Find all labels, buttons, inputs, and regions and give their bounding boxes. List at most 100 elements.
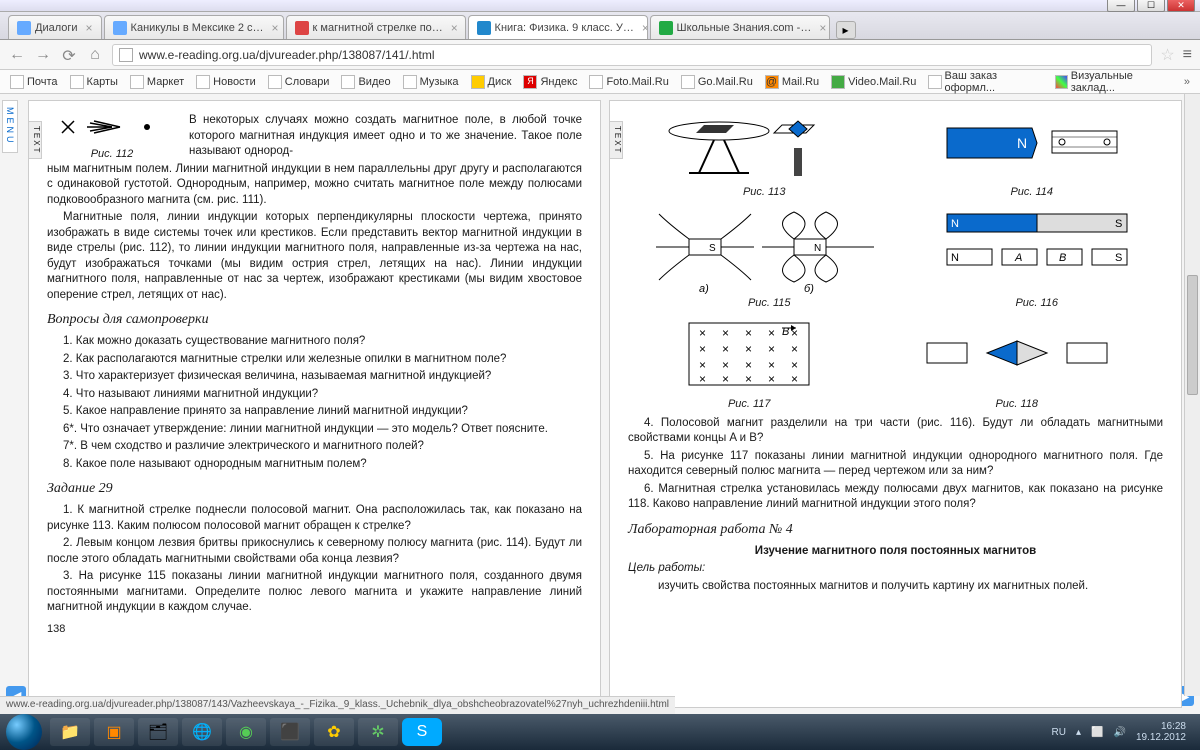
taskbar-chrome-icon[interactable]: 🌐 xyxy=(182,718,222,746)
reload-button[interactable]: ⟳ xyxy=(60,46,78,64)
taskbar-app-icon[interactable]: ◉ xyxy=(226,718,266,746)
taskbar-app-icon[interactable]: ▣ xyxy=(94,718,134,746)
tray-clock[interactable]: 16:28 19.12.2012 xyxy=(1136,721,1186,743)
bookmark-icon xyxy=(196,75,210,89)
bookmark-item[interactable]: Новости xyxy=(196,75,256,89)
scrollbar-thumb[interactable] xyxy=(1187,275,1198,395)
home-button[interactable]: ⌂ xyxy=(86,46,104,64)
svg-text:×: × xyxy=(699,358,706,372)
bookmark-item[interactable]: Словари xyxy=(268,75,330,89)
bookmark-item[interactable]: Foto.Mail.Ru xyxy=(589,75,668,89)
bookmark-icon xyxy=(130,75,144,89)
bookmark-item[interactable]: Ваш заказ оформл... xyxy=(928,70,1042,94)
figure-label: Рис. 115 xyxy=(654,296,884,311)
bookmark-star-icon[interactable]: ☆ xyxy=(1160,45,1174,65)
new-tab-button[interactable]: ▸ xyxy=(836,21,856,39)
svg-text:N: N xyxy=(1017,135,1027,151)
section-heading: Лабораторная работа № 4 xyxy=(628,521,1163,540)
figure-117-icon: ×××× ××××× ××××× ××××× B× xyxy=(674,315,824,395)
taskbar-skype-icon[interactable]: S xyxy=(402,718,442,746)
svg-text:N: N xyxy=(814,243,821,254)
paragraph: ным магнитным полем. Линии магнитной инд… xyxy=(47,162,582,209)
start-button[interactable] xyxy=(6,714,42,750)
bookmark-item[interactable]: Карты xyxy=(70,75,118,89)
text-tab[interactable]: TEXT xyxy=(28,121,42,159)
svg-text:×: × xyxy=(699,342,706,356)
bookmark-icon xyxy=(471,75,485,89)
tab-close-icon[interactable]: × xyxy=(642,21,648,35)
lab-title: Изучение магнитного поля постоянных магн… xyxy=(628,544,1163,560)
bookmark-icon xyxy=(1055,75,1068,89)
favicon xyxy=(113,21,127,35)
question-item: 4. Что называют линиями магнитной индукц… xyxy=(47,387,582,403)
bookmark-bar: Почта Карты Маркет Новости Словари Видео… xyxy=(0,70,1200,94)
browser-tab[interactable]: Диалоги× xyxy=(8,15,102,39)
browser-tab[interactable]: Школьные Знания.com -…× xyxy=(650,15,830,39)
svg-text:×: × xyxy=(745,358,752,372)
favicon xyxy=(477,21,491,35)
tray-volume-icon[interactable]: 🔊 xyxy=(1113,727,1125,738)
url-text: www.e-reading.org.ua/djvureader.php/1380… xyxy=(139,48,435,62)
task-item: 3. На рисунке 115 показаны линии магнитн… xyxy=(47,569,582,616)
bookmark-icon xyxy=(341,75,355,89)
tab-strip: Диалоги× Каникулы в Мексике 2 с…× к магн… xyxy=(0,12,1200,40)
tab-close-icon[interactable]: × xyxy=(819,21,826,35)
figure-label: Рис. 113 xyxy=(664,185,864,200)
bookmark-item[interactable]: @Mail.Ru xyxy=(765,75,819,89)
bookmark-icon xyxy=(10,75,24,89)
page-number: 138 xyxy=(47,622,582,637)
taskbar-app-icon[interactable]: ⬛ xyxy=(270,718,310,746)
task-item: 1. К магнитной стрелке поднесли полосово… xyxy=(47,503,582,534)
goal-text: изучить свойства постоянных магнитов и п… xyxy=(658,579,1163,595)
tray-network-icon[interactable]: ⬜ xyxy=(1091,727,1103,738)
bookmark-item[interactable]: Маркет xyxy=(130,75,184,89)
bookmark-item[interactable]: Визуальные заклад... xyxy=(1055,70,1172,94)
svg-text:×: × xyxy=(791,358,798,372)
svg-text:×: × xyxy=(768,326,775,340)
chrome-menu-icon[interactable]: ≡ xyxy=(1183,46,1192,64)
figure-114-icon: N xyxy=(937,113,1127,183)
text-tab[interactable]: TEXT xyxy=(609,121,623,159)
minimize-button[interactable]: — xyxy=(1107,0,1135,12)
tab-close-icon[interactable]: × xyxy=(86,21,93,35)
svg-text:S: S xyxy=(1115,252,1122,264)
back-button[interactable]: ← xyxy=(8,46,26,64)
taskbar-app-icon[interactable]: 🗂 xyxy=(138,718,178,746)
forward-button[interactable]: → xyxy=(34,46,52,64)
maximize-button[interactable]: ☐ xyxy=(1137,0,1165,12)
bookmark-item[interactable]: Диск xyxy=(471,75,512,89)
question-item: 5. Какое направление принято за направле… xyxy=(47,404,582,420)
site-menu-tab[interactable]: MENU xyxy=(2,100,18,153)
browser-tab-active[interactable]: Книга: Физика. 9 класс. У…× xyxy=(468,15,648,39)
close-button[interactable]: ✕ xyxy=(1167,0,1195,12)
section-heading: Вопросы для самопроверки xyxy=(47,311,582,330)
figure-label: Рис. 112 xyxy=(47,147,177,162)
tray-lang[interactable]: RU xyxy=(1052,727,1066,738)
question-item: 1. Как можно доказать существование магн… xyxy=(47,334,582,350)
bookmark-item[interactable]: Музыка xyxy=(403,75,459,89)
bookmark-item[interactable]: ЯЯндекс xyxy=(523,75,577,89)
taskbar-app-icon[interactable]: ✲ xyxy=(358,718,398,746)
book-page-right: TEXT Рис. 113 xyxy=(609,100,1182,708)
bookmark-item[interactable]: Почта xyxy=(10,75,58,89)
tab-close-icon[interactable]: × xyxy=(272,21,279,35)
goal-label: Цель работы: xyxy=(628,561,1163,577)
bookmark-item[interactable]: Видео xyxy=(341,75,390,89)
vertical-scrollbar[interactable] xyxy=(1184,94,1200,696)
browser-tab[interactable]: к магнитной стрелке по…× xyxy=(286,15,466,39)
tray-flag-icon[interactable]: ▴ xyxy=(1076,727,1081,738)
address-bar[interactable]: www.e-reading.org.ua/djvureader.php/1380… xyxy=(112,44,1152,66)
question-item: 6*. Что означает утверждение: линии магн… xyxy=(47,422,582,438)
tab-close-icon[interactable]: × xyxy=(451,21,458,35)
svg-text:×: × xyxy=(791,342,798,356)
bookmark-item[interactable]: Video.Mail.Ru xyxy=(831,75,916,89)
bookmark-item[interactable]: Go.Mail.Ru xyxy=(681,75,753,89)
browser-toolbar: ← → ⟳ ⌂ www.e-reading.org.ua/djvureader.… xyxy=(0,40,1200,70)
taskbar-explorer-icon[interactable]: 📁 xyxy=(50,718,90,746)
bookmark-overflow[interactable]: » xyxy=(1184,76,1190,88)
bookmark-icon xyxy=(681,75,695,89)
bookmark-icon xyxy=(268,75,282,89)
taskbar-app-icon[interactable]: ✿ xyxy=(314,718,354,746)
browser-tab[interactable]: Каникулы в Мексике 2 с…× xyxy=(104,15,284,39)
page-viewport: MENU ◀ ▶ TEXT Рис. 112 В не xyxy=(0,94,1200,714)
